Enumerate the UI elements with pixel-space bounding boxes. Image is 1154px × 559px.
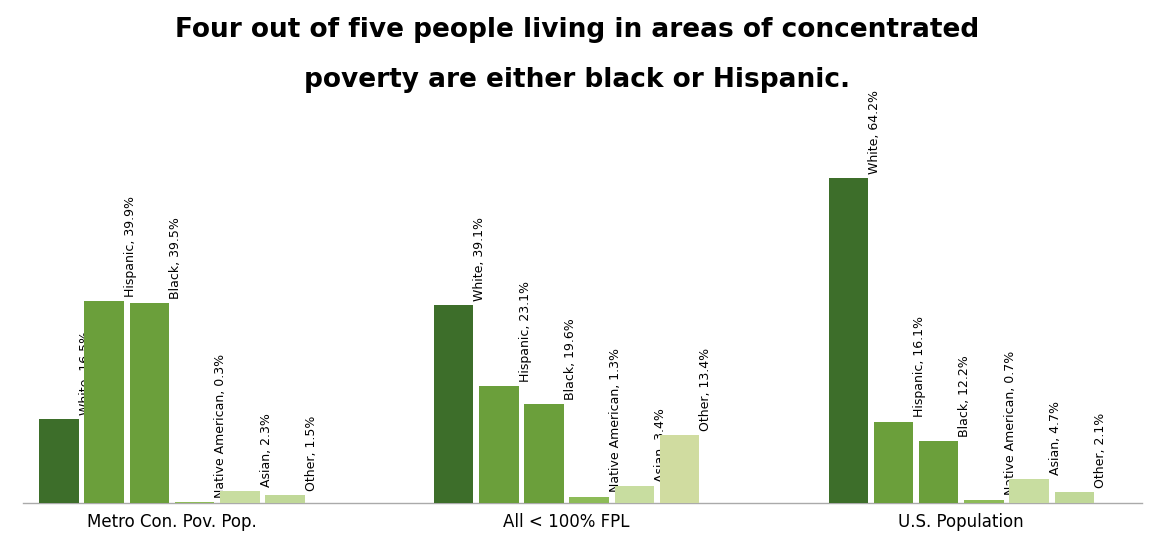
Text: Asian, 3.4%: Asian, 3.4%	[654, 408, 667, 482]
Bar	[84, 301, 123, 503]
Text: Native American, 0.7%: Native American, 0.7%	[1004, 351, 1017, 495]
Text: Asian, 2.3%: Asian, 2.3%	[260, 414, 272, 487]
Bar	[919, 441, 959, 503]
Text: Other, 1.5%: Other, 1.5%	[305, 416, 317, 491]
Text: White, 64.2%: White, 64.2%	[868, 89, 881, 174]
Text: White, 16.5%: White, 16.5%	[78, 331, 91, 415]
Text: Black, 39.5%: Black, 39.5%	[170, 217, 182, 299]
Bar	[220, 491, 260, 503]
Text: Other, 2.1%: Other, 2.1%	[1094, 413, 1107, 489]
Text: Asian, 4.7%: Asian, 4.7%	[1049, 401, 1062, 475]
Bar	[615, 486, 654, 503]
Bar	[524, 404, 564, 503]
Text: Hispanic, 16.1%: Hispanic, 16.1%	[913, 316, 927, 418]
Bar	[874, 421, 913, 503]
Bar	[479, 386, 518, 503]
Text: Native American, 1.3%: Native American, 1.3%	[609, 348, 622, 492]
Bar	[39, 419, 78, 503]
Bar	[660, 435, 699, 503]
Bar	[434, 305, 473, 503]
Bar	[1010, 479, 1049, 503]
Text: Hispanic, 23.1%: Hispanic, 23.1%	[518, 281, 532, 382]
Bar	[1055, 492, 1094, 503]
Bar	[569, 496, 609, 503]
Text: Black, 12.2%: Black, 12.2%	[959, 356, 972, 437]
Bar	[265, 495, 305, 503]
Bar	[175, 501, 215, 503]
Text: Hispanic, 39.9%: Hispanic, 39.9%	[123, 196, 137, 297]
Text: Four out of five people living in areas of concentrated: Four out of five people living in areas …	[175, 17, 979, 43]
Bar	[964, 500, 1004, 503]
Bar	[829, 178, 868, 503]
Text: Native American, 0.3%: Native American, 0.3%	[215, 353, 227, 498]
Text: poverty are either black or Hispanic.: poverty are either black or Hispanic.	[304, 67, 850, 93]
Bar	[129, 303, 170, 503]
Text: Other, 13.4%: Other, 13.4%	[699, 348, 712, 431]
Text: Black, 19.6%: Black, 19.6%	[564, 318, 577, 400]
Text: White, 39.1%: White, 39.1%	[473, 217, 486, 301]
